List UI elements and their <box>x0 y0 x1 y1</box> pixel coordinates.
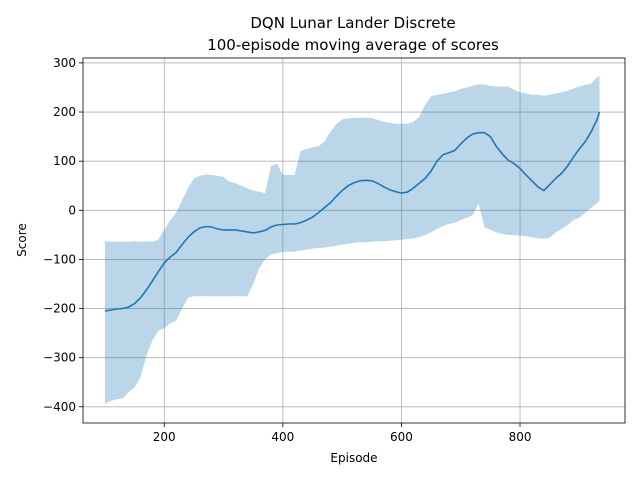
x-tick-label: 400 <box>271 430 294 444</box>
y-tick-label: 0 <box>68 203 76 217</box>
x-axis-ticks: 200 400 600 800 <box>153 423 532 444</box>
plot-frame <box>82 57 626 424</box>
x-tick-label: 600 <box>390 430 413 444</box>
y-tick-label: 100 <box>53 154 76 168</box>
y-tick-label: −300 <box>43 351 76 365</box>
grid <box>83 58 625 423</box>
y-tick-label: −100 <box>43 252 76 266</box>
y-tick-label: 200 <box>53 105 76 119</box>
x-tick-label: 800 <box>509 430 532 444</box>
x-tick-label: 200 <box>153 430 176 444</box>
moving-average-line <box>104 111 601 312</box>
y-tick-label: −200 <box>43 302 76 316</box>
y-tick-label: −400 <box>43 400 76 414</box>
x-axis-label: Episode <box>330 451 377 465</box>
chart-title: DQN Lunar Lander Discrete <box>250 14 455 32</box>
y-axis-label: Score <box>15 223 29 257</box>
chart-subtitle: 100-episode moving average of scores <box>207 36 499 54</box>
score-range-band <box>104 76 600 405</box>
y-tick-label: 300 <box>53 56 76 70</box>
y-axis-ticks: −400 −300 −200 −100 0 100 200 300 <box>43 56 83 414</box>
